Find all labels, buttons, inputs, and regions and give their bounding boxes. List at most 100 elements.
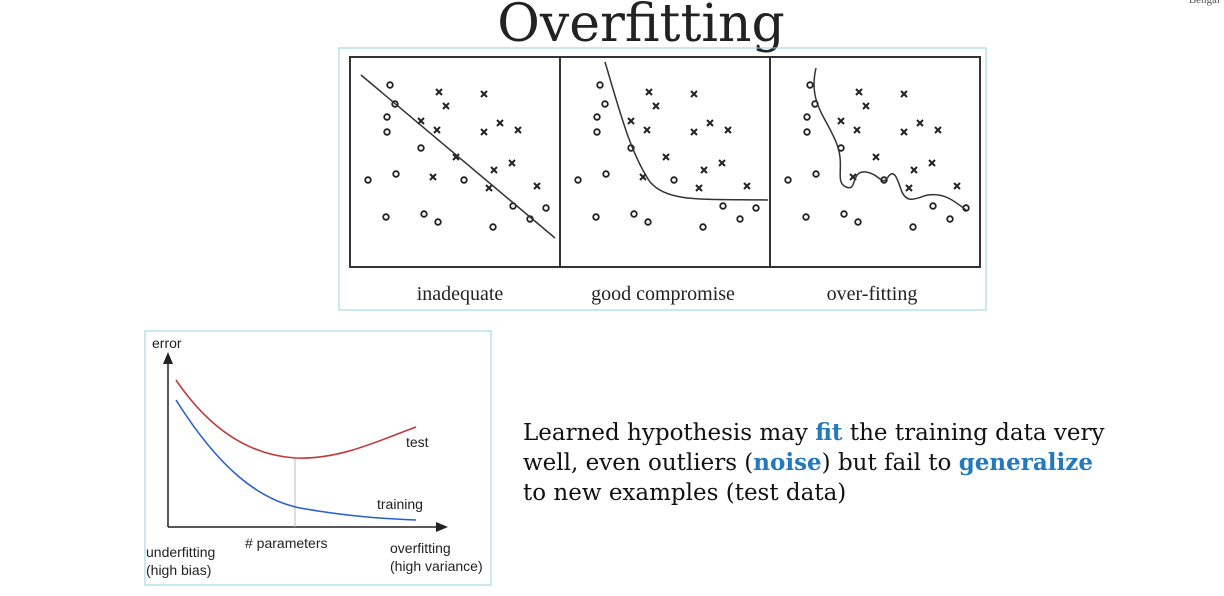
- x-point: [645, 88, 653, 96]
- o-point: [489, 223, 497, 231]
- test-curve: [175, 379, 417, 459]
- fit-curve: [813, 67, 967, 211]
- left-label: (high bias): [146, 562, 211, 578]
- o-point: [592, 213, 600, 221]
- o-point: [752, 204, 760, 212]
- x-point: [910, 166, 918, 174]
- x-point: [724, 126, 732, 134]
- x-point: [905, 184, 913, 192]
- o-point: [840, 210, 848, 218]
- corner-label: Bengal: [1188, 0, 1220, 6]
- x-point: [743, 182, 751, 190]
- o-point: [803, 113, 811, 121]
- x-point: [700, 166, 708, 174]
- o-point: [601, 100, 609, 108]
- emphasis: noise: [753, 449, 822, 476]
- o-point: [803, 128, 811, 136]
- x-point: [690, 90, 698, 98]
- text-run: Learned hypothesis may: [523, 420, 816, 446]
- text-run: to new examples (test data): [523, 480, 847, 506]
- x-point: [855, 88, 863, 96]
- x-point: [934, 126, 942, 134]
- fit-curve: [604, 61, 769, 201]
- x-point: [953, 182, 961, 190]
- o-point: [806, 81, 814, 89]
- x-point: [837, 117, 845, 125]
- o-point: [383, 128, 391, 136]
- y-arrow: [163, 352, 173, 364]
- o-point: [802, 213, 810, 221]
- x-point: [514, 126, 522, 134]
- x-point: [533, 182, 541, 190]
- y-axis-label: error: [152, 335, 182, 351]
- o-point: [542, 204, 550, 212]
- o-point: [909, 223, 917, 231]
- panel-frame: [349, 56, 981, 268]
- o-point: [420, 210, 428, 218]
- emphasis: generalize: [958, 449, 1093, 476]
- x-point: [643, 126, 651, 134]
- o-point: [812, 170, 820, 178]
- body-text: Learned hypothesis may fit the training …: [523, 418, 1123, 508]
- text-run: ) but fail to: [821, 450, 959, 476]
- error-figure: error test training # parameters underfi…: [144, 330, 492, 586]
- x-point: [900, 90, 908, 98]
- x-point: [490, 166, 498, 174]
- o-point: [736, 215, 744, 223]
- x-point: [718, 159, 726, 167]
- x-point: [872, 153, 880, 161]
- o-point: [417, 144, 425, 152]
- o-point: [391, 100, 399, 108]
- x-point: [442, 102, 450, 110]
- x-point: [853, 126, 861, 134]
- o-point: [699, 223, 707, 231]
- curve-label: test: [406, 434, 429, 450]
- o-point: [383, 113, 391, 121]
- o-point: [670, 176, 678, 184]
- x-axis-label: # parameters: [245, 535, 327, 551]
- x-point: [928, 159, 936, 167]
- o-point: [386, 81, 394, 89]
- figure-border: [144, 330, 492, 586]
- x-point: [900, 128, 908, 136]
- o-point: [382, 213, 390, 221]
- curve-label: training: [377, 496, 423, 512]
- x-point: [916, 119, 924, 127]
- x-point: [435, 88, 443, 96]
- o-point: [392, 170, 400, 178]
- o-point: [574, 176, 582, 184]
- panel-label: over-fitting: [827, 283, 918, 305]
- fit-line: [360, 74, 556, 239]
- x-point: [433, 126, 441, 134]
- o-point: [854, 218, 862, 226]
- x-point: [627, 117, 635, 125]
- emphasis: fit: [815, 419, 843, 446]
- x-point: [429, 173, 437, 181]
- fits-figure: inadequate good compromise over-fitting: [338, 47, 987, 311]
- x-point: [662, 153, 670, 161]
- x-point: [652, 102, 660, 110]
- o-point: [929, 202, 937, 210]
- o-point: [946, 215, 954, 223]
- text-run: the training data very well, even outlie…: [523, 420, 1105, 476]
- o-point: [596, 81, 604, 89]
- o-point: [644, 218, 652, 226]
- x-point: [508, 159, 516, 167]
- x-point: [862, 102, 870, 110]
- panel-label: inadequate: [417, 283, 504, 305]
- x-point: [695, 184, 703, 192]
- x-point: [706, 119, 714, 127]
- o-point: [784, 176, 792, 184]
- x-point: [480, 128, 488, 136]
- x-point: [485, 184, 493, 192]
- o-point: [434, 218, 442, 226]
- x-point: [480, 90, 488, 98]
- left-label: underfitting: [146, 544, 215, 560]
- x-arrow: [436, 522, 448, 532]
- right-label: (high variance): [390, 558, 483, 574]
- sample-points: [364, 81, 970, 231]
- right-label: overfitting: [390, 540, 451, 556]
- o-point: [364, 176, 372, 184]
- o-point: [593, 113, 601, 121]
